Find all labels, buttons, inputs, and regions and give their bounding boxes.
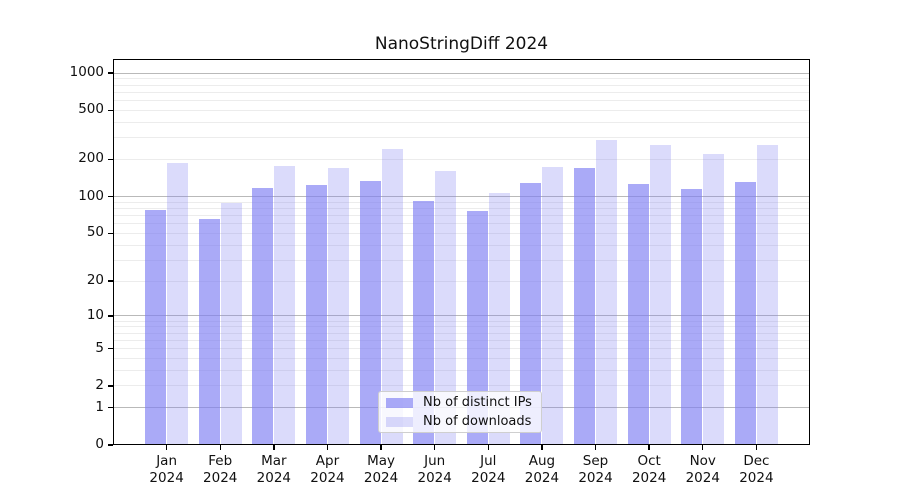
bar-dec-downloads bbox=[756, 144, 778, 445]
bar-mar-downloads bbox=[274, 165, 296, 445]
y-tick-label: 1 bbox=[95, 398, 104, 415]
bar-mar-distinct-ips bbox=[252, 188, 274, 445]
bar-jan-downloads bbox=[167, 163, 189, 445]
y-tick-label: 2 bbox=[95, 376, 104, 393]
x-tick-mark bbox=[487, 445, 489, 450]
y-tick-label: 20 bbox=[86, 272, 104, 289]
x-tick-mark bbox=[433, 445, 436, 450]
minor-gridline bbox=[113, 109, 810, 111]
bar-apr-downloads bbox=[327, 168, 349, 445]
x-tick-mark bbox=[219, 445, 221, 450]
chart-title: NanoStringDiff 2024 bbox=[374, 34, 549, 54]
minor-gridline bbox=[113, 99, 810, 101]
legend-swatch-distinct-ips bbox=[386, 397, 413, 408]
minor-gridline bbox=[113, 121, 810, 123]
y-tick-label: 500 bbox=[78, 101, 104, 118]
x-tick-mark bbox=[380, 445, 382, 450]
bar-may-downloads bbox=[381, 149, 403, 445]
y-tick-mark bbox=[108, 280, 113, 282]
y-tick-label: 0 bbox=[95, 436, 104, 452]
bar-apr-distinct-ips bbox=[305, 185, 327, 445]
bar-dec-distinct-ips bbox=[734, 182, 756, 445]
x-tick-mark bbox=[648, 445, 650, 450]
y-tick-mark bbox=[108, 158, 113, 161]
legend-label-downloads: Nb of downloads bbox=[423, 414, 532, 429]
minor-gridline bbox=[113, 78, 810, 80]
y-tick-mark bbox=[108, 195, 113, 198]
y-tick-mark bbox=[108, 385, 113, 387]
y-tick-label: 10 bbox=[86, 306, 104, 323]
bar-oct-distinct-ips bbox=[627, 183, 649, 445]
bar-nov-distinct-ips bbox=[681, 188, 703, 445]
bar-oct-downloads bbox=[649, 144, 671, 445]
bar-jul-distinct-ips bbox=[466, 211, 488, 445]
legend-label-distinct-ips: Nb of distinct IPs bbox=[423, 395, 532, 410]
major-gridline bbox=[113, 72, 810, 74]
minor-gridline bbox=[113, 137, 810, 139]
x-tick-label: Apr 2024 bbox=[310, 453, 345, 486]
bar-jul-downloads bbox=[488, 192, 510, 445]
bar-may-distinct-ips bbox=[359, 180, 381, 445]
x-tick-label: May 2024 bbox=[363, 453, 399, 486]
bar-jun-distinct-ips bbox=[413, 200, 435, 445]
x-tick-label: Oct 2024 bbox=[631, 453, 667, 486]
x-tick-mark bbox=[755, 445, 758, 450]
y-tick-mark bbox=[108, 232, 113, 234]
x-tick-label: Dec 2024 bbox=[739, 453, 774, 486]
bar-sep-distinct-ips bbox=[574, 167, 596, 445]
y-tick-label: 100 bbox=[78, 187, 104, 204]
x-tick-mark bbox=[165, 445, 168, 450]
y-tick-mark bbox=[108, 444, 113, 446]
y-tick-label: 200 bbox=[78, 150, 104, 167]
x-tick-label: Feb 2024 bbox=[203, 453, 238, 486]
x-tick-label: Jul 2024 bbox=[471, 453, 506, 486]
legend-row-distinct-ips: Nb of distinct IPs bbox=[379, 395, 541, 410]
bar-aug-distinct-ips bbox=[520, 182, 542, 445]
legend: Nb of distinct IPs Nb of downloads bbox=[378, 391, 542, 433]
x-tick-label: Nov 2024 bbox=[685, 453, 720, 486]
bar-aug-downloads bbox=[542, 167, 564, 445]
minor-gridline bbox=[113, 91, 810, 93]
bar-jan-distinct-ips bbox=[145, 209, 167, 445]
bar-sep-downloads bbox=[596, 140, 618, 445]
x-tick-mark bbox=[594, 445, 597, 450]
x-tick-label: Sep 2024 bbox=[578, 453, 613, 486]
x-tick-mark bbox=[702, 445, 704, 450]
legend-swatch-downloads bbox=[386, 416, 413, 427]
x-tick-label: Jan 2024 bbox=[149, 453, 184, 486]
y-tick-label: 50 bbox=[86, 224, 104, 241]
minor-gridline bbox=[113, 84, 810, 86]
bar-feb-downloads bbox=[220, 203, 242, 445]
y-tick-mark bbox=[108, 109, 113, 111]
bar-nov-downloads bbox=[703, 154, 725, 445]
bar-feb-distinct-ips bbox=[198, 219, 220, 445]
y-tick-mark bbox=[108, 347, 113, 350]
y-tick-label: 1000 bbox=[69, 64, 104, 80]
x-tick-mark bbox=[326, 445, 329, 450]
bar-jun-downloads bbox=[435, 170, 457, 445]
x-tick-label: Aug 2024 bbox=[524, 453, 560, 486]
y-tick-mark bbox=[108, 406, 113, 409]
y-tick-mark bbox=[108, 72, 113, 74]
y-tick-label: 5 bbox=[95, 339, 104, 356]
x-tick-label: Mar 2024 bbox=[256, 453, 292, 486]
legend-row-downloads: Nb of downloads bbox=[379, 414, 541, 429]
x-tick-mark bbox=[541, 445, 543, 450]
x-tick-label: Jun 2024 bbox=[417, 453, 452, 486]
y-tick-mark bbox=[108, 315, 113, 317]
x-tick-mark bbox=[273, 445, 275, 450]
